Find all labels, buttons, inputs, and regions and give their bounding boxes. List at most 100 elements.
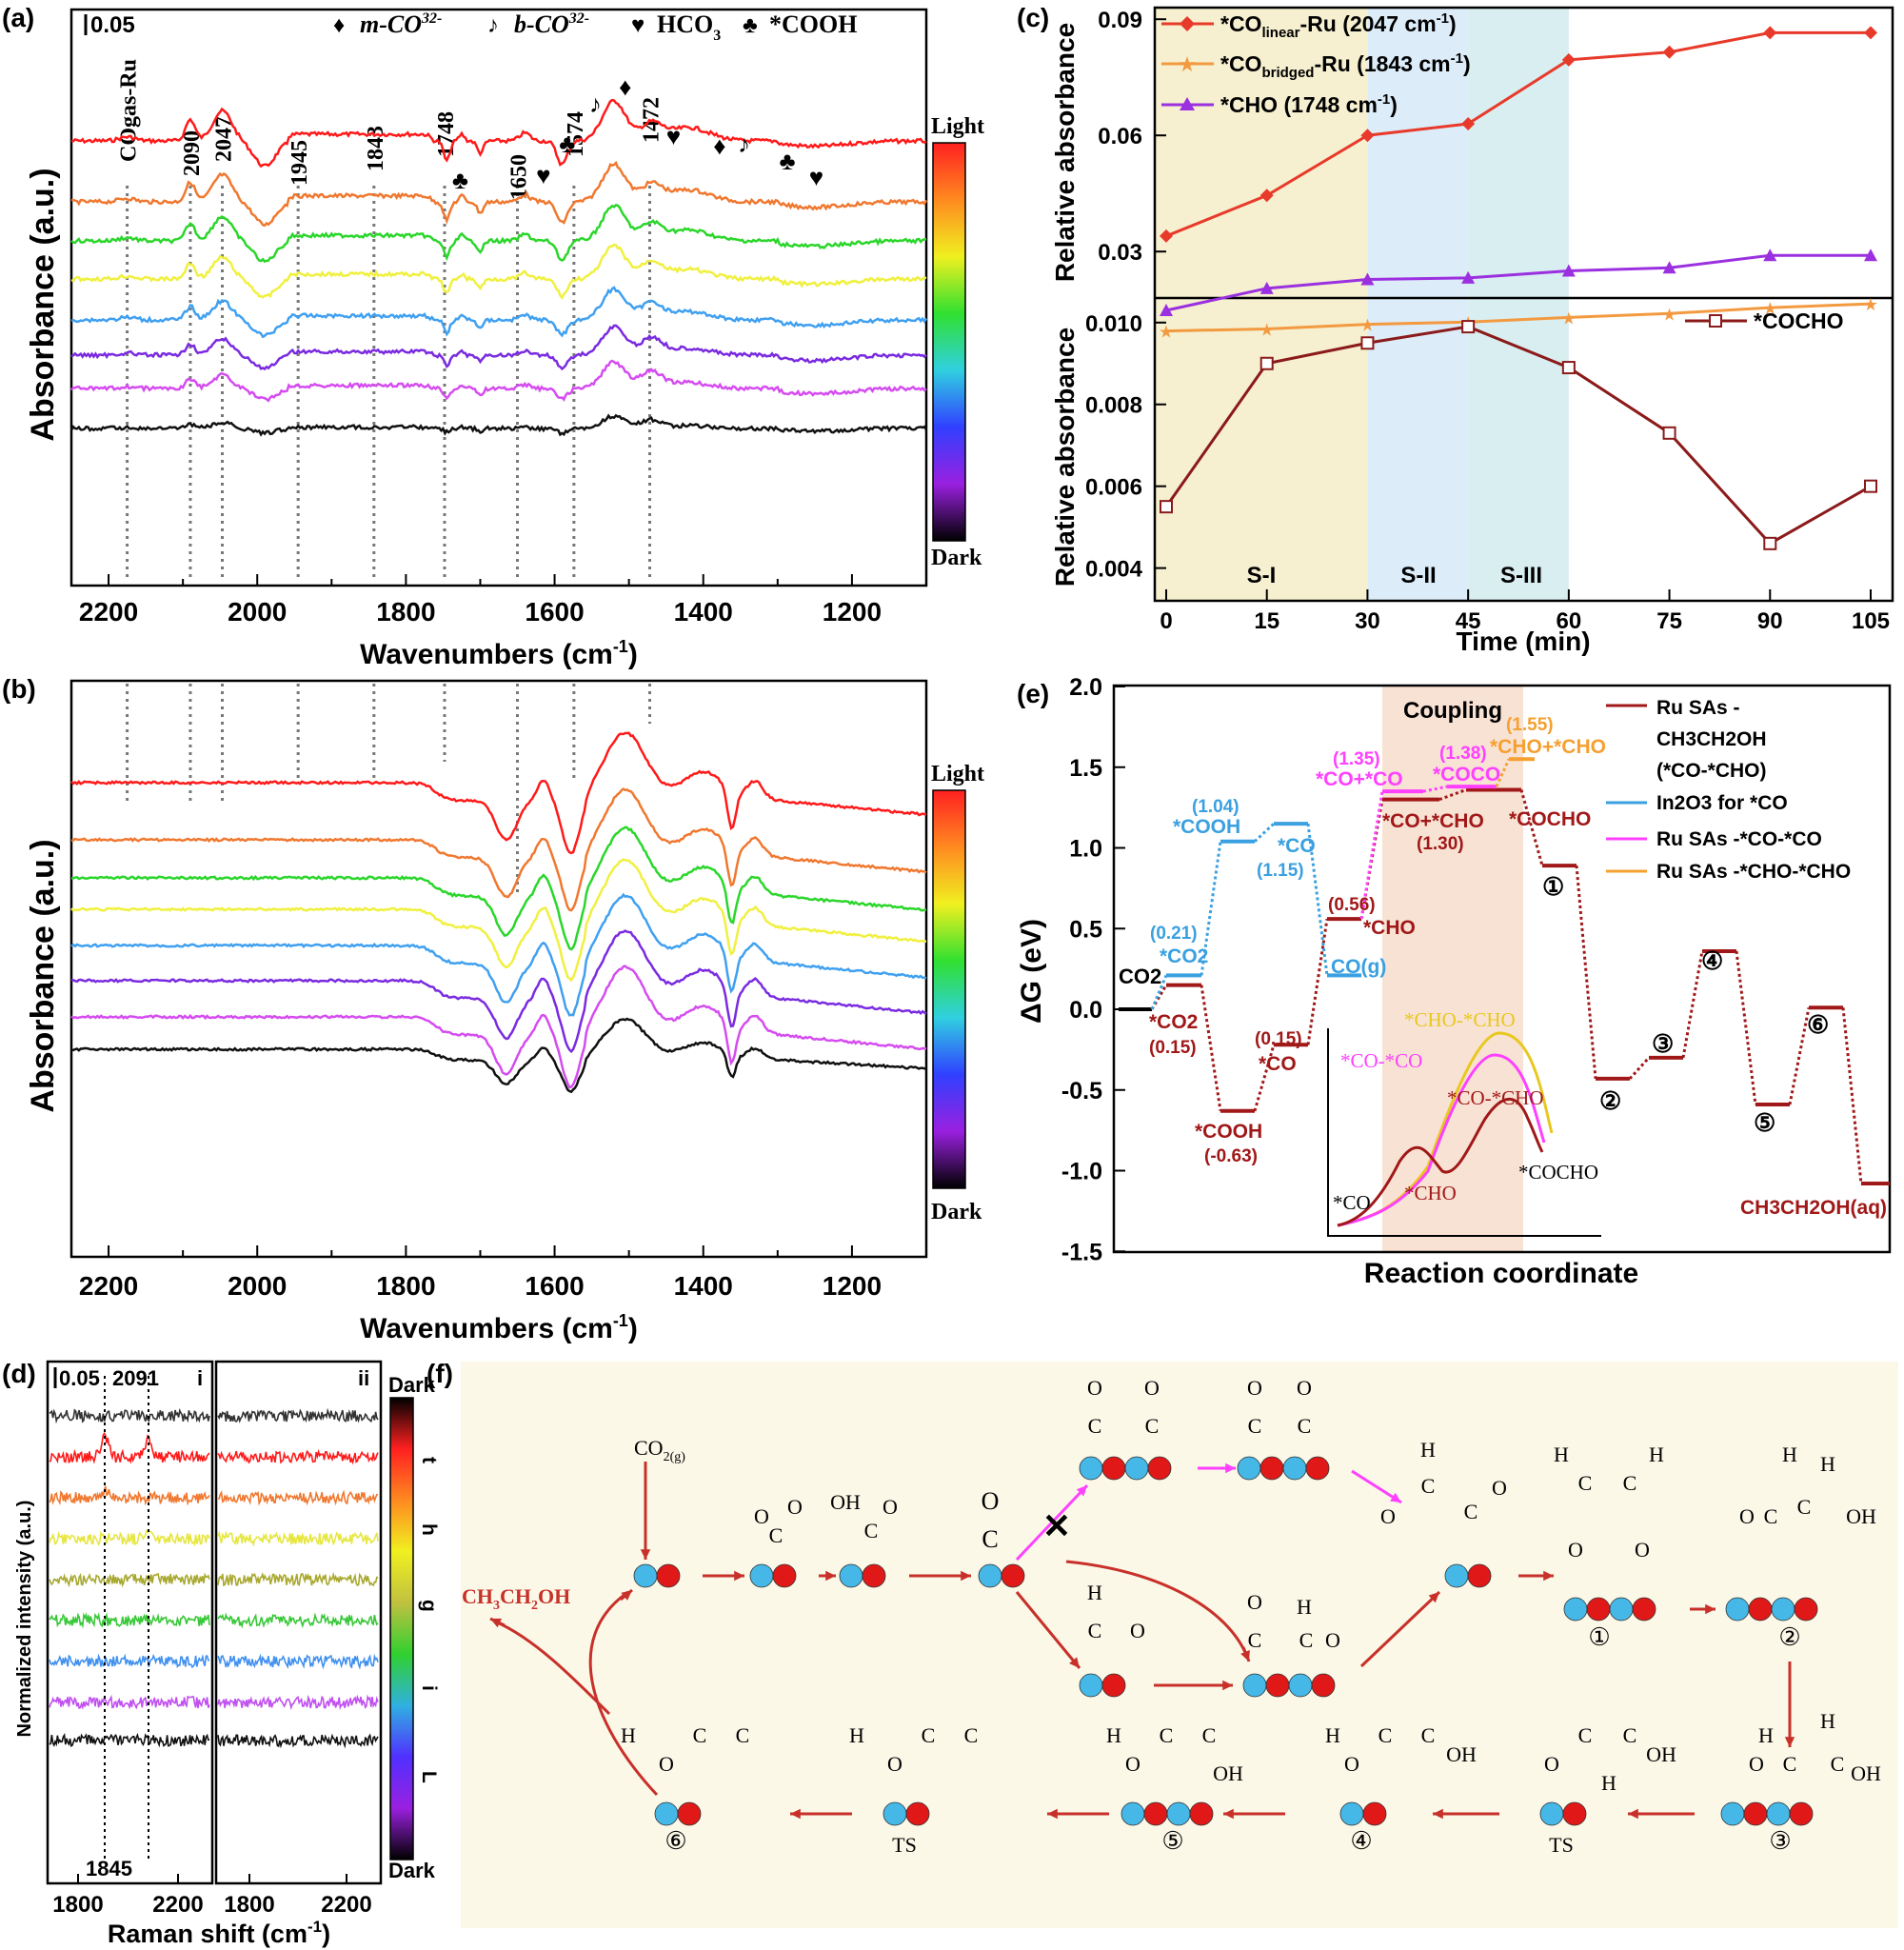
- scheme-text-s6-h: H: [621, 1723, 636, 1747]
- atom-p4-0: [978, 1563, 1002, 1588]
- panel-a-peak-markers: ♣ ♥ ♣ ♪ ♦ ♥ ♦ ♪ ♣ ♥: [452, 73, 823, 194]
- atom-s2-1: [1748, 1597, 1773, 1622]
- atom-coco2-2: [1282, 1456, 1307, 1481]
- scheme-text-ts1-c2: C: [1623, 1723, 1637, 1747]
- scheme-text-cc-o1: O: [1087, 1376, 1102, 1400]
- scheme-text-s1-num: ①: [1588, 1623, 1610, 1651]
- e-annotation-19: *COCO: [1433, 764, 1500, 786]
- spectrum-a-1: [70, 160, 928, 228]
- legend-cooh-symbol: ♣: [743, 13, 758, 38]
- ru-connector-13: [1841, 1007, 1863, 1184]
- c-point-0-3: [1461, 117, 1476, 130]
- ru-connector-4: [1306, 918, 1329, 1045]
- c-xtick-label-60: 60: [1557, 608, 1582, 634]
- scheme-text-p3-oh: OH: [830, 1490, 861, 1514]
- panel-e-frame: [1112, 684, 1892, 1254]
- panel-a-frame: [69, 8, 928, 587]
- panel-d-series: [49, 1407, 379, 1749]
- atom-s3-3: [1789, 1801, 1814, 1826]
- e-annotation-31: CH3CH2OH(aq): [1740, 1197, 1887, 1219]
- panel-e-inset: *CHO-*CHO *CO-*CO *CO-*CHO *CHO *COCHO *CO: [1327, 1008, 1601, 1237]
- e-annotation-15: *CHO: [1363, 917, 1416, 939]
- arrowhead-a11: [1433, 1808, 1443, 1820]
- c-point-cocho-4: [1561, 361, 1576, 375]
- colorbar-d-letter-2: g: [418, 1600, 440, 1612]
- scheme-text-ts2-h: H: [849, 1723, 864, 1747]
- atom-s3-2: [1766, 1801, 1791, 1826]
- spectrum-b-2: [70, 826, 927, 951]
- atom-ts2-1: [905, 1801, 930, 1826]
- c-line-0: [1165, 30, 1871, 238]
- peak-marker-0: ♣: [452, 167, 468, 194]
- scheme-text-cc-c4: C: [1298, 1414, 1312, 1438]
- scheme-text-p2-c: C: [769, 1523, 783, 1547]
- atom-p3-0: [839, 1563, 863, 1588]
- panel-e-legend: Ru SAs - CH3CH2OH (*CO-*CHO) In2O3 for *CO R…: [1606, 697, 1851, 883]
- c-ytick-label-top-0.03: 0.03: [1098, 240, 1142, 266]
- scheme-text-s1-c2: C: [1623, 1471, 1637, 1495]
- atom-s3-1: [1743, 1801, 1768, 1826]
- arrowhead-a2: [825, 1570, 836, 1582]
- scheme-text-ts1-label: TS: [1549, 1833, 1574, 1857]
- atom-cocho2-0: [1242, 1673, 1267, 1698]
- a-tick-label-2000: 2000: [228, 597, 287, 627]
- panel-a-ylabel: Absorbance (a.u.): [25, 168, 61, 441]
- scheme-text-s6-num: ⑥: [664, 1827, 686, 1855]
- e-annotation-27: ③: [1652, 1029, 1674, 1058]
- in2o3-connector-3: [1306, 823, 1329, 976]
- panel-e-ylabel: ΔG (eV): [1016, 919, 1047, 1024]
- e-legend-text-2: Ru SAs -*CO-*CO: [1656, 828, 1822, 850]
- c-point-cocho-7: [1864, 479, 1877, 493]
- c-point-0-0: [1160, 229, 1173, 243]
- peak-label-4: 1843: [364, 126, 388, 171]
- e-ytick-label--0.5: -0.5: [1061, 1078, 1102, 1104]
- scheme-text-cc-c2: C: [1145, 1414, 1160, 1438]
- panel-c-series: ★ ★ ★ ★ ★ ★ ★ ★: [1159, 26, 1878, 550]
- e-annotation-23: (1.30): [1417, 834, 1464, 854]
- c-point-1-7: ★: [1863, 295, 1878, 314]
- scheme-text-s3-c: C: [1783, 1752, 1797, 1776]
- c-point-1-4: ★: [1561, 308, 1577, 328]
- legend-hco3-symbol: ♥: [631, 13, 645, 38]
- panel-a-legend: ♦ m-CO32- ♪ b-CO32- ♥ HCO3 ♣ *COOH: [333, 10, 857, 44]
- stage-label-2: S-III: [1500, 563, 1542, 588]
- peak-label-6: 1650: [507, 154, 532, 200]
- scheme-text-s1-c1: C: [1578, 1471, 1593, 1495]
- scheme-text-s2-h1: H: [1782, 1443, 1797, 1466]
- raman-i-6: [49, 1653, 210, 1669]
- colorbar-a-bar: [932, 142, 966, 542]
- c-ytick-label-top-0.06: 0.06: [1098, 124, 1142, 149]
- legend-co-linear: *COlinear-Ru (2047 cm-1): [1220, 10, 1457, 41]
- spectrum-b-6: [70, 965, 927, 1089]
- c-point-1-2: ★: [1359, 316, 1375, 335]
- arrowhead-a1: [734, 1570, 744, 1582]
- colorbar-d-letter-1: h: [418, 1523, 440, 1536]
- panel-a-x-ticks: 2200 2000 1800 1600 1400 1200: [79, 574, 927, 627]
- atom-cocho2-3: [1311, 1673, 1336, 1698]
- ru-connector-6: [1438, 788, 1467, 802]
- raman-i-7: [49, 1694, 210, 1711]
- panel-c-frame: [1153, 6, 1894, 603]
- scheme-text-s4-h: H: [1325, 1723, 1340, 1747]
- scheme-text-s3-oh: OH: [1851, 1761, 1881, 1785]
- d-tick-label-2: 1800: [224, 1892, 274, 1918]
- atom-s1-3: [1632, 1597, 1656, 1622]
- e-annotation-14: (0.56): [1328, 895, 1376, 915]
- e-ytick-label-1: 1.0: [1069, 836, 1102, 863]
- scheme-text-cch-h: H: [1297, 1595, 1312, 1619]
- spectrum-a-3: [70, 243, 927, 300]
- panel-e-energy-paths: [1119, 757, 1890, 1186]
- panel-a-peak-lines: [126, 186, 652, 581]
- arrowhead-co2-down: [640, 1549, 651, 1560]
- coco-rise: [1359, 790, 1384, 920]
- panel-label-b: (b): [2, 674, 36, 704]
- raman-ii-8: [217, 1733, 379, 1749]
- legend-m-co3-symbol: ♦: [333, 13, 345, 38]
- c-point-0-6: [1763, 26, 1777, 40]
- arrowhead-return-head: [621, 1590, 632, 1601]
- scheme-background: [461, 1362, 1898, 1928]
- peak-marker-7: ♪: [738, 130, 750, 158]
- raman-2091-label: 2091: [112, 1366, 159, 1390]
